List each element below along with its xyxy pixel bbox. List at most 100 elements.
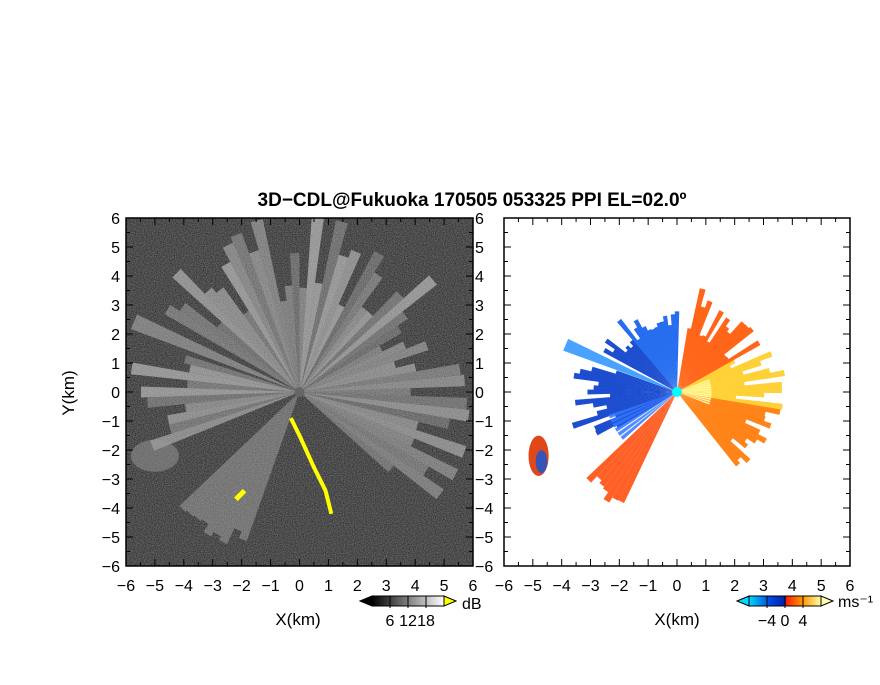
x-tick-label: −3 <box>581 578 599 595</box>
y-tick-label: 1 <box>111 356 120 373</box>
left-colorbar-ticks: 6 12 18 <box>386 596 435 630</box>
echo-ray <box>299 363 417 392</box>
velocity-ray <box>615 370 677 392</box>
echo-ray <box>204 287 300 392</box>
velocity-ray <box>677 321 746 392</box>
velocity-ray <box>677 392 711 403</box>
velocity-ray <box>677 383 712 392</box>
velocity-ray <box>677 335 703 392</box>
echo-ray <box>299 392 419 430</box>
velocity-ray <box>610 392 677 424</box>
left-axes: −6 −5 −4 −3 −2 −1 0 1 2 3 4 5 6 6 5 4 3 2 1 0 −1 −2 −3 −4 −5 −6 6 5… <box>102 211 494 595</box>
velocity-ray <box>677 356 729 392</box>
right-velocity-field <box>528 288 785 504</box>
velocity-ray <box>677 392 742 461</box>
echo-ray <box>299 311 408 392</box>
echo-ray <box>216 287 300 392</box>
velocity-ray <box>677 392 758 444</box>
velocity-ray <box>677 306 706 392</box>
echo-ray <box>284 285 300 392</box>
colorbar-tick-label: 18 <box>417 613 435 630</box>
velocity-ray <box>677 392 748 443</box>
y-tick-label: −6 <box>102 559 120 576</box>
echo-ray <box>299 345 383 392</box>
y-tick-label: −4 <box>102 501 120 518</box>
echo-ray <box>299 291 404 392</box>
velocity-ray <box>677 392 751 464</box>
velocity-ray <box>604 338 677 392</box>
echo-ray <box>299 341 429 392</box>
x-tick-label: 3 <box>382 578 391 595</box>
velocity-ray <box>614 392 677 418</box>
velocity-ray <box>602 392 677 493</box>
velocity-ray <box>633 319 677 392</box>
x-tick-label: −1 <box>639 578 657 595</box>
right-colorbar-unit: ms⁻¹ <box>838 594 873 611</box>
y-tick-label: −5 <box>102 530 120 547</box>
velocity-ray <box>596 392 677 416</box>
x-tick-label: 1 <box>324 578 333 595</box>
velocity-ray <box>586 392 677 483</box>
echo-ray <box>299 392 444 500</box>
echo-ray <box>201 392 300 525</box>
echo-ray <box>299 341 407 392</box>
velocity-ray <box>677 391 712 393</box>
velocity-ray <box>677 392 767 444</box>
echo-ray <box>299 287 307 392</box>
velocity-ray <box>620 392 677 440</box>
x-tick-label: 2 <box>730 578 739 595</box>
colorbar-tick-label: 12 <box>399 613 417 630</box>
echo-ray <box>299 392 415 447</box>
x-tick-label: −6 <box>495 578 513 595</box>
colorbar-tick-label: 4 <box>799 613 808 630</box>
echo-ray <box>130 362 300 392</box>
echo-ray <box>141 386 300 398</box>
echo-ray <box>234 392 300 532</box>
right-colorbar: −4 0 4 ms⁻¹ <box>735 594 873 630</box>
echo-ray <box>203 392 300 537</box>
y-tick-label-right: 3 <box>475 298 484 315</box>
echo-ray <box>130 314 300 392</box>
velocity-ray <box>677 392 712 398</box>
x-tick-label: 4 <box>788 578 797 595</box>
velocity-ray <box>677 324 750 392</box>
x-tick-label: −3 <box>204 578 222 595</box>
echo-ray <box>186 392 300 517</box>
echo-ray <box>299 275 437 392</box>
right-colorbar-high-arrow <box>820 595 835 607</box>
echo-ray <box>168 392 300 434</box>
x-tick-label: 5 <box>440 578 449 595</box>
masked-echo <box>289 417 334 515</box>
velocity-ray <box>677 300 713 392</box>
velocity-ray <box>629 339 677 392</box>
radar-site <box>672 387 682 397</box>
velocity-ray <box>677 325 730 392</box>
echo-ray <box>189 364 300 392</box>
velocity-ray <box>614 392 677 432</box>
echo-ray <box>299 306 368 392</box>
y-tick-label-right: 2 <box>475 327 484 344</box>
y-tick-label-right: 4 <box>475 269 484 286</box>
velocity-ray <box>677 351 773 392</box>
velocity-ray <box>598 381 677 392</box>
colorbar-tick-label: 0 <box>781 613 790 630</box>
velocity-ray <box>612 349 677 392</box>
right-axes: −6 −5 −4 −3 −2 −1 0 1 2 3 4 5 6 <box>495 217 855 595</box>
echo-ray <box>213 392 300 537</box>
echo-ray <box>299 392 459 481</box>
y-tick-label-right: −1 <box>475 414 493 431</box>
velocity-ray <box>677 392 761 435</box>
y-tick-label-right: 5 <box>475 240 484 257</box>
y-tick-label: 4 <box>111 269 120 286</box>
echo-ray <box>299 392 470 422</box>
echo-ray <box>249 250 300 392</box>
y-tick-label-right: −4 <box>475 501 493 518</box>
y-tick-label-right: −3 <box>475 472 493 489</box>
velocity-ray <box>677 335 706 392</box>
velocity-ray <box>677 392 710 405</box>
velocity-ray <box>677 392 747 424</box>
echo-ray <box>299 272 383 392</box>
y-tick-label-right: −2 <box>475 443 493 460</box>
